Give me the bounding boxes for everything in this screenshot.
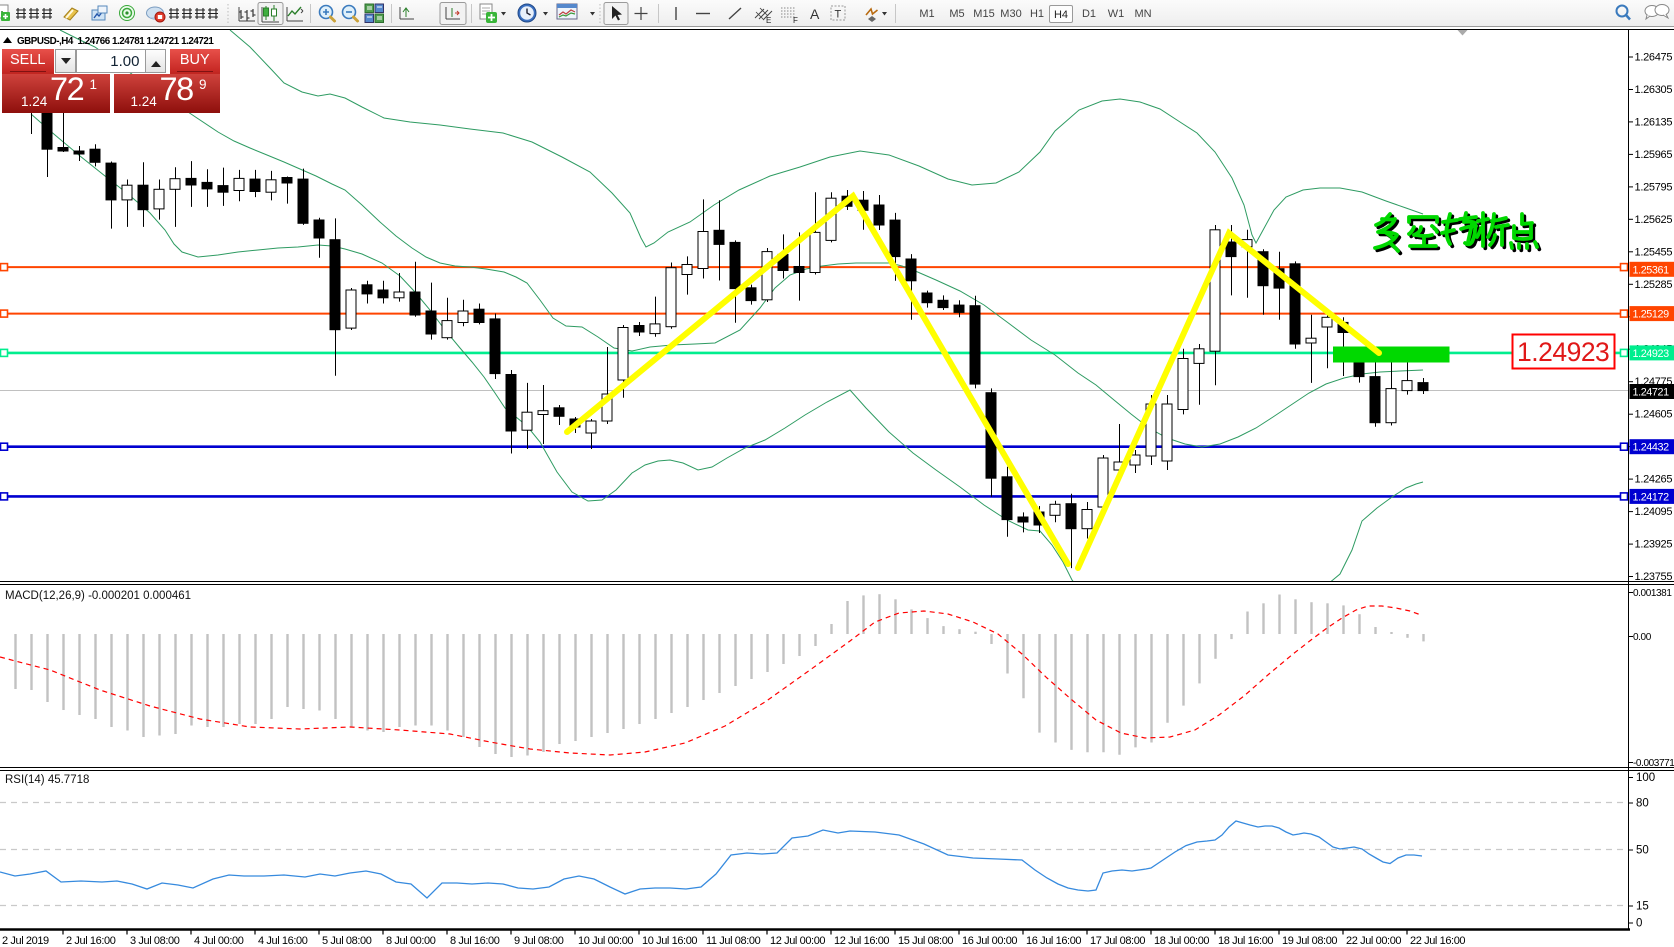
svg-text:16 Jul 16:00: 16 Jul 16:00 — [1026, 935, 1081, 947]
svg-text:A: A — [810, 6, 820, 22]
svg-text:11 Jul 08:00: 11 Jul 08:00 — [706, 935, 761, 947]
svg-text:1.26305: 1.26305 — [1635, 84, 1673, 96]
svg-text:12 Jul 16:00: 12 Jul 16:00 — [834, 935, 889, 947]
svg-text:1.24605: 1.24605 — [1635, 409, 1673, 421]
svg-text:F: F — [793, 16, 798, 25]
svg-text:RSI(14) 45.7718: RSI(14) 45.7718 — [5, 774, 89, 786]
svg-text:1.24923: 1.24923 — [1517, 337, 1609, 367]
svg-text:5 Jul 08:00: 5 Jul 08:00 — [322, 935, 372, 947]
svg-text:4 Jul 16:00: 4 Jul 16:00 — [258, 935, 308, 947]
svg-text:22 Jul 16:00: 22 Jul 16:00 — [1410, 935, 1465, 947]
svg-text:18 Jul 16:00: 18 Jul 16:00 — [1218, 935, 1273, 947]
svg-text:15 Jul 08:00: 15 Jul 08:00 — [898, 935, 953, 947]
svg-text:19 Jul 08:00: 19 Jul 08:00 — [1282, 935, 1337, 947]
svg-text:2 Jul 2019: 2 Jul 2019 — [2, 935, 49, 947]
svg-text:10 Jul 16:00: 10 Jul 16:00 — [642, 935, 697, 947]
svg-text:9 Jul 08:00: 9 Jul 08:00 — [514, 935, 564, 947]
svg-text:1.25285: 1.25285 — [1635, 279, 1673, 291]
svg-text:GBPUSD-,H4 1.24766 1.24781 1.: GBPUSD-,H4 1.24766 1.24781 1.24721 1.247… — [17, 36, 214, 47]
svg-text:1.24095: 1.24095 — [1635, 506, 1673, 518]
svg-text:80: 80 — [1636, 798, 1649, 810]
svg-text:1.24721: 1.24721 — [1633, 387, 1670, 399]
svg-text:12 Jul 00:00: 12 Jul 00:00 — [770, 935, 825, 947]
svg-text:8 Jul 16:00: 8 Jul 16:00 — [450, 935, 500, 947]
svg-text:1.26475: 1.26475 — [1635, 52, 1673, 64]
svg-text:1.25129: 1.25129 — [1633, 309, 1670, 321]
svg-text:0: 0 — [1636, 918, 1642, 930]
svg-text:1.24265: 1.24265 — [1635, 474, 1673, 486]
svg-text:1.25361: 1.25361 — [1633, 264, 1670, 276]
svg-text:1.25795: 1.25795 — [1635, 181, 1673, 193]
svg-text:8 Jul 00:00: 8 Jul 00:00 — [386, 935, 436, 947]
svg-text:15: 15 — [1636, 901, 1649, 913]
svg-text:1.23755: 1.23755 — [1635, 571, 1673, 583]
svg-text:-0.003771: -0.003771 — [1633, 758, 1674, 769]
svg-text:17 Jul 08:00: 17 Jul 08:00 — [1090, 935, 1145, 947]
svg-text:1.24432: 1.24432 — [1633, 442, 1670, 454]
svg-text:16 Jul 00:00: 16 Jul 00:00 — [962, 935, 1017, 947]
svg-text:2 Jul 16:00: 2 Jul 16:00 — [66, 935, 116, 947]
svg-text:1.26135: 1.26135 — [1635, 116, 1673, 128]
svg-text:T: T — [835, 9, 842, 21]
svg-text:4 Jul 00:00: 4 Jul 00:00 — [194, 935, 244, 947]
svg-text:10 Jul 00:00: 10 Jul 00:00 — [578, 935, 633, 947]
svg-text:1.25455: 1.25455 — [1635, 246, 1673, 258]
svg-text:50: 50 — [1636, 845, 1649, 857]
svg-text:100: 100 — [1636, 772, 1655, 784]
svg-text:0.00: 0.00 — [1633, 632, 1652, 643]
svg-text:1.25625: 1.25625 — [1635, 214, 1673, 226]
svg-text:3 Jul 08:00: 3 Jul 08:00 — [130, 935, 180, 947]
svg-text:1.24172: 1.24172 — [1633, 491, 1670, 503]
svg-text:MACD(12,26,9) -0.000201 0.0004: MACD(12,26,9) -0.000201 0.000461 — [5, 590, 191, 602]
svg-text:E: E — [766, 16, 771, 25]
svg-text:1.24923: 1.24923 — [1633, 348, 1670, 360]
svg-text:18 Jul 00:00: 18 Jul 00:00 — [1154, 935, 1209, 947]
svg-text:22 Jul 00:00: 22 Jul 00:00 — [1346, 935, 1401, 947]
svg-text:1.23925: 1.23925 — [1635, 539, 1673, 551]
svg-text:1.25965: 1.25965 — [1635, 149, 1673, 161]
svg-text:0.001381: 0.001381 — [1633, 588, 1672, 599]
